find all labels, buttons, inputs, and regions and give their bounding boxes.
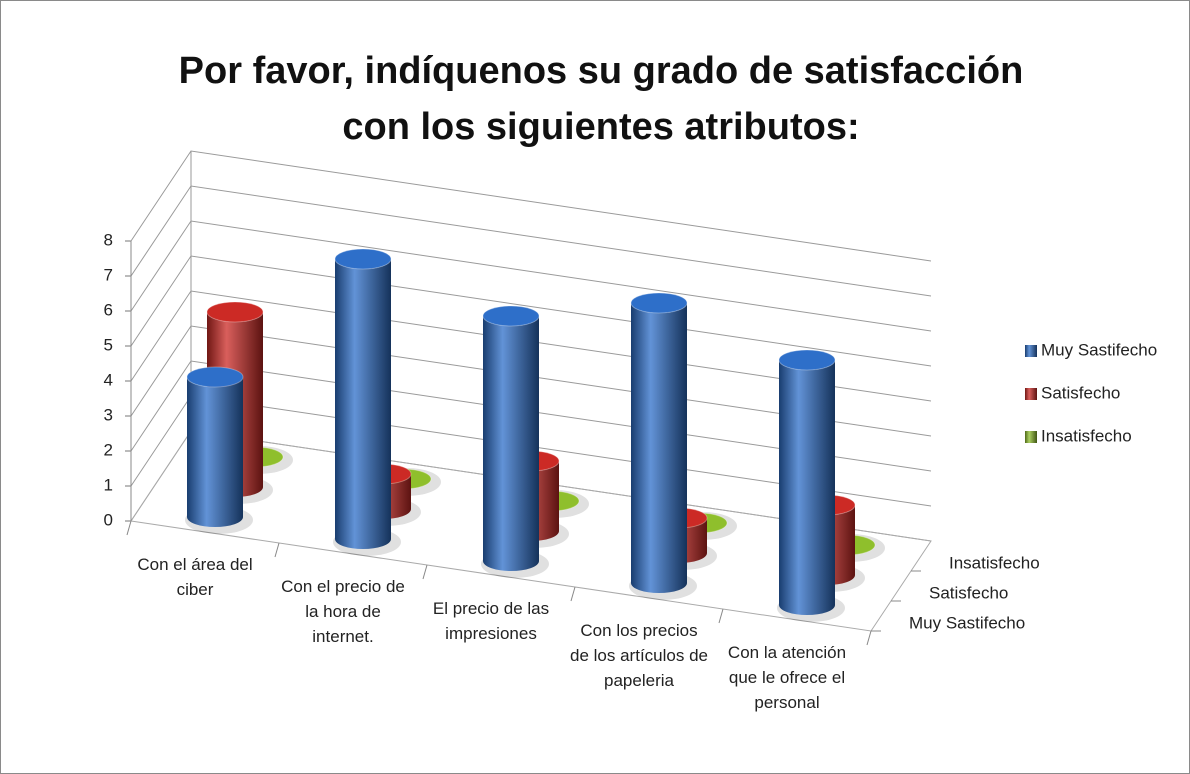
z-tick-label: Insatisfecho [949,553,1040,572]
y-tick-label: 8 [104,230,113,249]
bar [187,377,243,527]
legend-label: Insatisfecho [1041,426,1132,445]
z-tick-label: Satisfecho [929,583,1008,602]
y-tick-label: 7 [104,265,113,284]
legend-swatch [1025,345,1037,357]
x-tick [718,608,724,624]
legend-label: Satisfecho [1041,383,1120,402]
bar-top [778,349,836,371]
x-tick [126,520,132,536]
bar-top [334,248,392,270]
x-tick-label: Con la atención que le ofrece el persona… [727,643,847,712]
legend-swatch [1025,431,1037,443]
grid-line [130,150,932,262]
y-tick-label: 2 [104,440,113,459]
y-tick-label: 5 [104,335,113,354]
bar-top [186,366,244,388]
x-tick [422,564,428,580]
bar [483,316,539,571]
bar [335,259,391,549]
x-tick-label: El precio de las impresiones [432,599,550,643]
x-tick [570,586,576,602]
floor [130,430,932,632]
bar-top [482,305,540,327]
bar-top [206,301,264,323]
x-tick-label: Con el precio de la hora de internet. [281,577,405,646]
x-tick [274,542,280,558]
y-tick-label: 6 [104,300,113,319]
chart-title: Por favor, indíquenos su grado de satisf… [178,50,1024,148]
legend-swatch [1025,388,1037,400]
y-tick-label: 0 [104,510,113,529]
y-tick-label: 1 [104,475,113,494]
x-tick-label: Con los precios de los artículos de pape… [570,621,708,690]
bar-top [630,292,688,314]
legend-label: Muy Sastifecho [1041,340,1157,359]
grid-line [130,185,932,297]
bar [779,360,835,615]
x-tick-label: Con el área del ciber [137,555,253,599]
bar [631,303,687,593]
z-tick-label: Muy Sastifecho [909,613,1025,632]
y-tick-label: 4 [104,370,113,389]
y-tick-label: 3 [104,405,113,424]
x-tick [866,630,872,646]
